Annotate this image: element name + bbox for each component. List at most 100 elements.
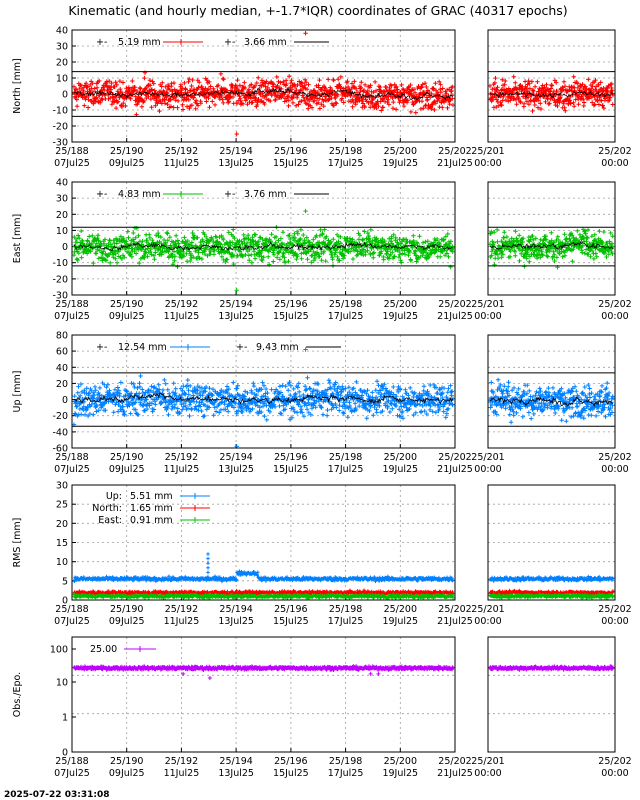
panel-0-legend-label-b: 3.66 mm — [244, 37, 287, 48]
panel-0-ytick: -30 — [52, 138, 68, 149]
panel-0-main-xtick-sub: 17Jul25 — [328, 158, 364, 169]
panel-4-main-xtick-doy: 25/190 — [110, 756, 143, 767]
panel-3-main-xtick-doy: 25/188 — [55, 604, 88, 615]
panel-1-legend-label-b: 3.76 mm — [244, 189, 287, 200]
panel-4-zoom-grid — [488, 674, 615, 715]
panel-3-ytick: 0 — [62, 596, 68, 607]
panel-4-main-xtick-sub: 09Jul25 — [109, 768, 145, 779]
panel-2-zoom-median — [489, 396, 613, 407]
panel-4-zoom-xtick-doy: 25/202 — [598, 756, 631, 767]
panel-3-main-series-0 — [72, 552, 455, 584]
panel-4-ylabel: Obs./Epo. — [12, 672, 23, 717]
panel-3-zoom-grid — [488, 503, 615, 582]
panel-3-main-xtick-doy: 25/192 — [165, 604, 198, 615]
panel-0-zoom-xtick-doy: 25/201 — [471, 146, 504, 157]
panel-3-data — [72, 552, 615, 601]
panel-3-main-xtick-sub: 19Jul25 — [382, 616, 418, 627]
panel-3-main-xtick-doy: 25/200 — [384, 604, 417, 615]
panels: North [mm]403020100-10-20-3025/18807Jul2… — [12, 26, 632, 780]
panel-2-main-xtick-sub: 09Jul25 — [109, 464, 145, 475]
panel-0-zoom-xtick-sub: 00:00 — [474, 158, 501, 169]
panel-4-main-border — [71, 636, 456, 753]
panel-1-main-xtick-sub: 09Jul25 — [109, 311, 145, 322]
panel-0-main-xtick-doy: 25/202 — [438, 146, 471, 157]
panel-1-ytick: -30 — [52, 291, 68, 302]
panel-4-main-xtick-sub: 19Jul25 — [382, 768, 418, 779]
panel-3-ytick: 25 — [56, 500, 68, 511]
panel-0-zoom-xtick-sub: 00:00 — [601, 158, 628, 169]
panel-3-legend-name-2: East: — [98, 515, 122, 526]
panel-0-legend-key-b: +- — [224, 37, 235, 48]
panel-1-ytick: 0 — [62, 242, 68, 253]
panel-1-zoom-xtick-sub: 00:00 — [601, 311, 628, 322]
panel-1-ytick: 30 — [56, 194, 68, 205]
panel-1-main-xtick-doy: 25/188 — [55, 299, 88, 310]
panel-2-ytick: -60 — [52, 444, 68, 455]
panel-3-legend-name-1: North: — [92, 503, 122, 514]
panel-3-main-xtick-sub: 09Jul25 — [109, 616, 145, 627]
panel-0-main-xtick-doy: 25/188 — [55, 146, 88, 157]
panel-1-main-xtick-doy: 25/192 — [165, 299, 198, 310]
panel-2-ytick: 20 — [56, 379, 68, 390]
panel-0-zoom-xtick-doy: 25/202 — [598, 146, 631, 157]
panel-0-data — [71, 31, 616, 137]
panel-2-legend-key-a: +- — [96, 342, 107, 353]
panel-4-zoom-xtick-sub: 00:00 — [601, 768, 628, 779]
panel-1-ytick: 10 — [56, 226, 68, 237]
panel-0-main-xtick-sub: 11Jul25 — [164, 158, 200, 169]
panel-4-main-grid — [72, 637, 455, 752]
panel-0-legend-key-a: +- — [96, 37, 107, 48]
panel-4-main-xtick-doy: 25/196 — [274, 756, 307, 767]
panel-3-main-border — [71, 484, 456, 601]
panel-0-main-xtick-sub: 15Jul25 — [273, 158, 309, 169]
panel-1-main-median — [73, 241, 453, 252]
panel-4-data — [72, 664, 615, 680]
panel-1-main-xtick-sub: 13Jul25 — [218, 311, 254, 322]
panel-0-main-median — [73, 87, 453, 101]
panel-3-main-xtick-doy: 25/194 — [219, 604, 252, 615]
panel-0: North [mm] 40 30 20 10 0 -10 -20 -3025/18807Jul2… — [12, 26, 632, 170]
panel-4-main-xtick-doy: 25/188 — [55, 756, 88, 767]
panel-2-zoom-xtick-sub: 00:00 — [474, 464, 501, 475]
panel-3-main-grid — [72, 485, 455, 600]
panel-2-ytick: -40 — [52, 427, 68, 438]
panel-1-zoom-xtick-doy: 25/202 — [598, 299, 631, 310]
panel-4-main-xtick-sub: 21Jul25 — [437, 768, 473, 779]
panel-2-legend-key-b: +- — [236, 342, 247, 353]
panel-0-ylabel: North [mm] — [12, 58, 23, 114]
panel-2-zoom-border — [487, 334, 616, 449]
panel-1-main-xtick-doy: 25/190 — [110, 299, 143, 310]
panel-3-ytick: 5 — [62, 576, 68, 587]
panel-4-main-xtick-sub: 17Jul25 — [328, 768, 364, 779]
panel-0-ytick: 40 — [56, 26, 68, 37]
panel-4-zoom-points — [488, 664, 615, 672]
panel-1-main-xtick-sub: 17Jul25 — [328, 311, 364, 322]
panel-0-main-xtick-doy: 25/192 — [165, 146, 198, 157]
panel-4-main-points — [72, 664, 455, 680]
panel-2-main-xtick-sub: 11Jul25 — [164, 464, 200, 475]
panel-1-main-xtick-doy: 25/198 — [329, 299, 362, 310]
panel-1-main-xtick-doy: 25/196 — [274, 299, 307, 310]
panel-2-main-xtick-sub: 13Jul25 — [218, 464, 254, 475]
panel-3-main-xtick-doy: 25/190 — [110, 604, 143, 615]
panel-2-main-border — [71, 334, 456, 449]
panel-2-legend-label-b: 9.43 mm — [256, 342, 299, 353]
panel-2-zoom-xtick-sub: 00:00 — [601, 464, 628, 475]
panel-2-main-xtick-sub: 07Jul25 — [54, 464, 90, 475]
panel-1-ylabel: East [mm] — [12, 214, 23, 263]
panel-2-zoom-xtick-doy: 25/201 — [471, 452, 504, 463]
panel-3-main-xtick-sub: 21Jul25 — [437, 616, 473, 627]
panel-2-main-xtick-doy: 25/200 — [384, 452, 417, 463]
panel-2-data — [71, 347, 616, 449]
panel-4-ytick: 1 — [62, 713, 68, 724]
panel-1: East [mm] 40 30 20 10 0 -10 -20 -3025/18807Jul25… — [12, 178, 632, 323]
panel-2-legend-label-a: 12.54 mm — [118, 342, 167, 353]
panel-0-ytick: 0 — [62, 90, 68, 101]
panel-0-ytick: 20 — [56, 58, 68, 69]
panel-2-main-xtick-doy: 25/188 — [55, 452, 88, 463]
panel-1-main-xtick-sub: 21Jul25 — [437, 311, 473, 322]
panel-3-zoom-series-0 — [488, 574, 615, 583]
panel-1-main-points — [71, 208, 456, 293]
panel-4-main-frame — [71, 636, 456, 753]
panel-0-main-xtick-doy: 25/198 — [329, 146, 362, 157]
